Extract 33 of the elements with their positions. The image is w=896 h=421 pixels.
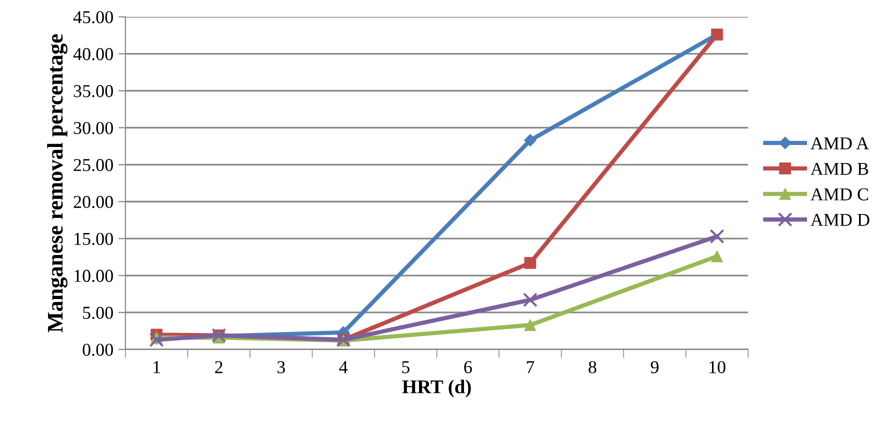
x-tick-label: 9 — [650, 361, 659, 374]
x-tick-label: 7 — [526, 361, 534, 374]
x-tick-label: 2 — [215, 361, 222, 374]
y-tick-label: 30.00 — [74, 122, 113, 134]
point — [524, 319, 536, 331]
y-tick-label: 25.00 — [74, 158, 113, 172]
point — [522, 292, 538, 308]
legend-label: AMD D — [810, 214, 870, 226]
y-tick-label: 20.00 — [74, 196, 113, 208]
point — [711, 250, 723, 262]
legend-label: AMD B — [810, 162, 868, 175]
x-tick-label: 4 — [339, 361, 348, 374]
x-tick-label: 10 — [710, 361, 726, 374]
x-tick-label: 5 — [402, 361, 410, 374]
x-tick-label: 3 — [277, 361, 285, 374]
point — [524, 257, 536, 269]
y-tick-label: 35.00 — [74, 85, 113, 98]
point — [710, 229, 724, 244]
y-tick-label: 40.00 — [73, 48, 113, 60]
x-tick-label: 8 — [588, 361, 596, 374]
x-tick-label: 1 — [154, 361, 160, 374]
point — [149, 332, 164, 348]
y-tick-label: 15.00 — [74, 232, 113, 246]
y-tick-label: 45.00 — [73, 11, 113, 24]
x-axis-title: HRT (d) — [402, 380, 471, 398]
legend-label: AMD C — [810, 188, 868, 200]
y-tick-label: 5.00 — [83, 306, 113, 319]
y-tick-label: 0.00 — [82, 344, 113, 356]
point — [524, 134, 536, 147]
y-axis-title: Manganese removal percentage — [47, 34, 68, 332]
y-tick-label: 10.00 — [74, 270, 113, 282]
legend-label: AMD A — [810, 137, 869, 150]
x-tick-label: 6 — [464, 361, 472, 374]
